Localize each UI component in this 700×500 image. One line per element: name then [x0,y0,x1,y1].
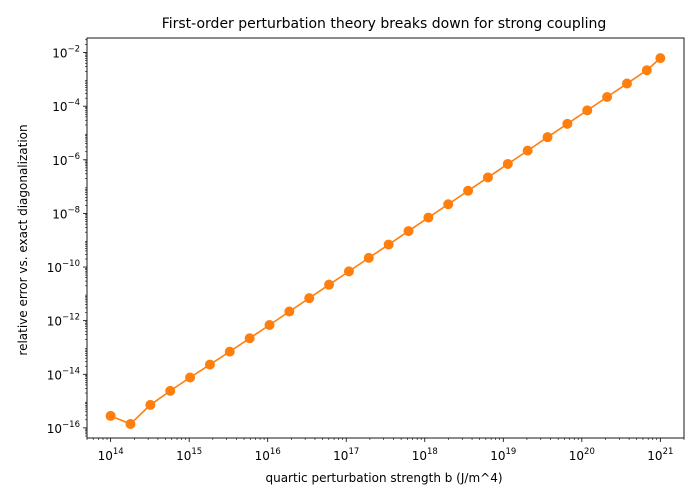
data-point [343,266,354,277]
data-point [641,65,652,76]
data-point [224,346,235,357]
data-point [562,118,573,129]
y-tick-label: 10−14 [47,366,80,382]
data-point [244,333,255,344]
data-point [542,132,553,143]
axes-frame [86,37,685,439]
data-point [403,226,414,237]
data-point [463,185,474,196]
data-point [655,53,666,64]
x-tick-label: 1016 [255,447,281,463]
data-point [204,359,215,370]
y-tick-label: 10−10 [47,259,80,275]
x-tick-label: 1017 [333,447,359,463]
data-point [522,145,533,156]
x-tick-label: 1019 [490,447,516,463]
data-point [125,418,136,429]
y-tick-label: 10−8 [52,205,80,221]
data-point [602,92,613,103]
y-tick-label: 10−4 [52,98,80,114]
data-point [383,239,394,250]
plot-area: 1014 1015 1016 1017 1018 1019 1020 1021 10−16 10−… [47,37,685,463]
data-point [304,293,315,304]
data-point [264,319,275,330]
chart-title: First-order perturbation theory breaks d… [162,16,607,32]
x-tick-label: 1018 [412,447,438,463]
y-axis-label: relative error vs. exact diagonalization [16,124,30,355]
data-point [621,78,632,89]
data-point [502,158,513,169]
data-point [284,306,295,317]
data-point [185,372,196,383]
data-point [363,252,374,263]
data-point [324,279,335,290]
data-point [165,385,176,396]
y-tick-label: 10−12 [47,313,80,329]
x-axis-label: quartic perturbation strength b (J/m^4) [265,471,502,485]
data-point [105,410,116,421]
data-point [145,399,156,410]
y-tick-label: 10−16 [47,420,80,436]
y-tick-label: 10−2 [52,45,80,61]
data-point [482,172,493,183]
y-tick-label: 10−6 [52,152,80,168]
x-tick-label: 1021 [647,447,673,463]
data-point [443,199,454,210]
x-tick-label: 1020 [569,447,595,463]
x-tick-label: 1014 [98,447,124,463]
data-point [582,105,593,116]
data-point [423,212,434,223]
x-tick-label: 1015 [176,447,202,463]
